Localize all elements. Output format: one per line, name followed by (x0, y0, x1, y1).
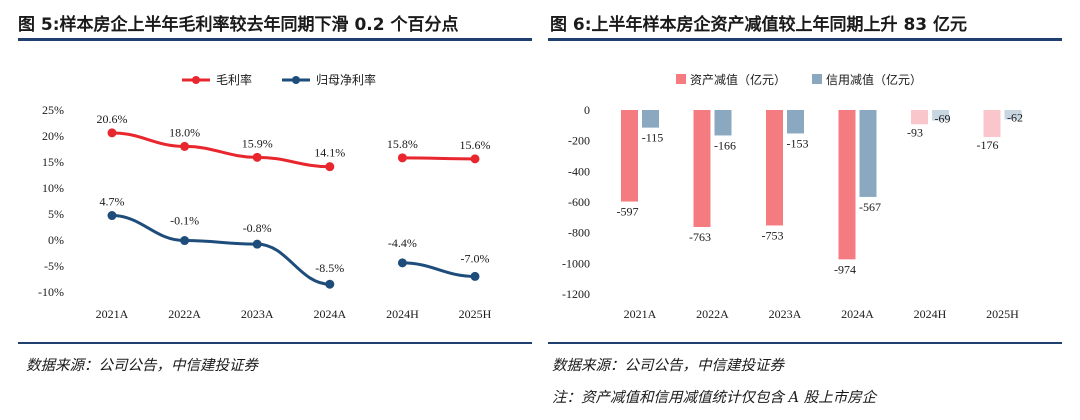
series-line (402, 261, 476, 278)
bar (766, 110, 783, 226)
bar (983, 110, 1001, 137)
bar (693, 110, 711, 227)
y-tick-label: 10% (42, 181, 64, 195)
x-tick-label: 2022A (168, 307, 201, 321)
data-point (470, 154, 480, 164)
data-point (325, 279, 335, 289)
data-label: -753 (762, 228, 784, 242)
right-source-rule (548, 342, 1062, 344)
data-point (252, 239, 262, 249)
legend-swatch (676, 74, 686, 84)
y-tick-label: 25% (42, 103, 64, 117)
y-tick-label: 0% (48, 233, 64, 247)
data-label: -7.0% (461, 251, 490, 265)
data-label: -62 (1007, 111, 1023, 125)
left-source-text: 数据来源：公司公告，中信建投证券 (26, 358, 258, 374)
legend-swatch (812, 74, 822, 84)
legend-label: 归母净利率 (316, 72, 376, 87)
legend-marker (192, 76, 200, 84)
data-label: 15.6% (460, 138, 491, 152)
y-tick-label: -10% (38, 285, 64, 299)
y-tick-label: -600 (568, 195, 590, 209)
y-tick-label: -1200 (562, 287, 590, 301)
data-point (180, 141, 190, 151)
data-label: -166 (714, 138, 736, 152)
bar (642, 110, 659, 128)
y-tick-label: 0 (584, 103, 590, 117)
y-tick-label: 20% (42, 129, 64, 143)
bar (1004, 110, 1022, 120)
data-label: 15.8% (387, 137, 418, 151)
data-label: -153 (787, 136, 809, 150)
data-point (470, 271, 480, 281)
x-tick-label: 2021A (96, 307, 129, 321)
x-tick-label: 2025H (986, 307, 1019, 321)
data-label: -176 (977, 138, 999, 152)
data-point (180, 236, 190, 246)
legend-marker (292, 76, 300, 84)
data-label: -4.4% (388, 236, 417, 250)
data-label: -93 (907, 125, 923, 139)
data-point (252, 152, 262, 162)
data-label: -0.1% (170, 214, 199, 228)
right-note-text: 注：资产减值和信用减值统计仅包含 A 股上市房企 (552, 390, 877, 406)
x-tick-label: 2023A (769, 307, 802, 321)
left-chart-title: 图 5:样本房企上半年毛利率较去年同期下滑 0.2 个百分点 (18, 15, 459, 35)
right-bar-chart: 0 -200 -400 -600 -800 -1000 -1200 2021A 2022A 202… (562, 72, 1023, 321)
data-point (397, 153, 407, 163)
data-point (325, 162, 335, 172)
data-label: -567 (859, 200, 881, 214)
y-tick-label: -800 (568, 226, 590, 240)
bar (911, 110, 928, 125)
bar (787, 110, 804, 134)
data-label: -115 (642, 131, 664, 145)
y-tick-label: -400 (568, 164, 590, 178)
data-label: 20.6% (97, 112, 128, 126)
data-label: -597 (617, 205, 639, 219)
x-tick-label: 2024H (914, 307, 947, 321)
bar (621, 110, 638, 202)
y-tick-label: -200 (568, 134, 590, 148)
data-label: 15.9% (242, 136, 273, 150)
data-label: -8.5% (315, 261, 344, 275)
data-label: -763 (689, 230, 711, 244)
data-label: -69 (935, 112, 951, 126)
data-point (397, 258, 407, 268)
x-tick-label: 2024A (841, 307, 874, 321)
legend-label: 毛利率 (216, 72, 252, 87)
legend-label: 资产减值（亿元） (690, 72, 786, 87)
series-line (402, 156, 476, 161)
x-tick-label: 2024H (386, 307, 419, 321)
right-chart-title: 图 6:上半年样本房企资产减值较上年同期上升 83 亿元 (550, 15, 968, 35)
y-tick-label: 5% (48, 207, 64, 221)
x-tick-label: 2022A (696, 307, 729, 321)
bar (714, 110, 732, 136)
bar (932, 110, 949, 121)
series-line (111, 131, 330, 169)
data-label: -974 (834, 262, 856, 276)
bar (859, 110, 877, 197)
y-tick-label: -5% (44, 259, 64, 273)
series-line (111, 214, 330, 286)
data-point (107, 211, 117, 221)
y-tick-label: 15% (42, 155, 64, 169)
left-title-rule (18, 38, 532, 41)
data-point (107, 128, 117, 138)
right-title-rule (548, 38, 1062, 41)
data-label: 14.1% (314, 146, 345, 160)
x-tick-label: 2024A (313, 307, 346, 321)
x-tick-label: 2025H (459, 307, 492, 321)
left-line-chart: 25% 20% 15% 10% 5% 0% -5% -10% 2021A 2022A 2023A 20… (38, 72, 492, 321)
x-tick-label: 2021A (624, 307, 657, 321)
data-label: 4.7% (100, 195, 125, 209)
y-tick-label: -1000 (562, 256, 590, 270)
x-tick-label: 2023A (241, 307, 274, 321)
legend-label: 信用减值（亿元） (826, 72, 922, 87)
data-label: -0.8% (243, 221, 272, 235)
data-label: 18.0% (169, 125, 200, 139)
bar (838, 110, 856, 260)
right-source-text: 数据来源：公司公告，中信建投证券 (552, 358, 784, 374)
left-source-rule (18, 342, 532, 344)
